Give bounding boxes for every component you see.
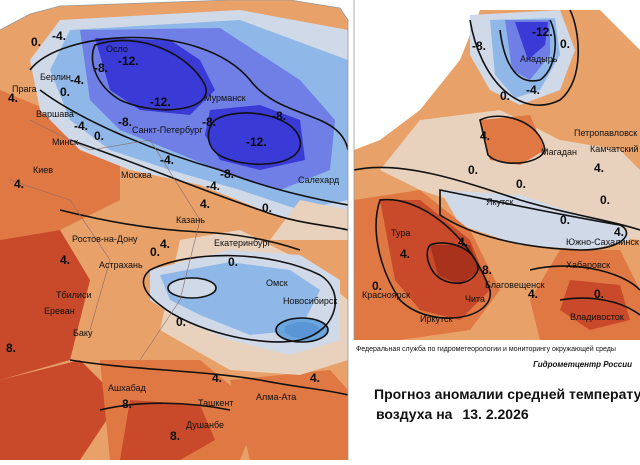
city-berlin: Берлин [40,72,71,82]
iso-label: 0. [150,245,160,259]
iso-label: -4. [160,153,174,167]
iso-label: -4. [74,119,88,133]
iso-label: 0. [176,315,186,329]
forecast-title: Прогноз аномалии средней температуры [374,386,640,402]
left-isoline-labels: -4. 0. -12. -8. -4. 0. 4. -12. -8. 0. -4… [6,29,320,443]
city-warsaw: Варшава [36,109,74,119]
iso-label: 4. [212,371,222,385]
iso-label: 0. [516,177,526,191]
city-anadyr: Анадырь [520,54,558,64]
iso-label: 0. [468,163,478,177]
iso-label: 0. [560,213,570,227]
iso-label: -8. [118,115,132,129]
city-irkutsk: Иркутск [420,314,453,324]
city-novosibirsk: Новосибирск [283,296,337,306]
right-map: Анадырь Петропавловск Магадан Камчатский… [353,0,640,340]
iso-label: 4. [594,161,604,175]
iso-label: 0. [262,201,272,215]
city-almaty: Алма-Ата [256,392,296,402]
iso-label: 0. [372,279,382,293]
city-kazan: Казань [176,215,205,225]
left-city-labels: Осло Берлин Прага Варшава Санкт-Петербур… [12,44,340,430]
iso-label: -4. [206,179,220,193]
iso-label: 4. [8,91,18,105]
iso-label: 4. [60,253,70,267]
iso-label: 0. [94,129,104,143]
iso-label: 4. [458,235,468,249]
iso-label: 8. [6,341,16,355]
city-salekhard: Салехард [298,175,340,185]
right-city-labels: Анадырь Петропавловск Магадан Камчатский… [362,54,639,324]
iso-label: -8. [94,61,108,75]
city-yekaterinburg: Екатеринбург [214,238,271,248]
iso-label: -12. [150,95,171,109]
forecast-date-line: воздуха на 13. 2.2026 [376,406,529,422]
iso-label: 0. [560,37,570,51]
iso-label: -4. [70,73,84,87]
city-dushanbe: Душанбе [186,420,224,430]
iso-label: -12. [532,25,553,39]
left-map: Осло Берлин Прага Варшава Санкт-Петербур… [0,0,349,460]
city-tura: Тура [391,228,410,238]
city-khabarovsk: Хабаровск [566,260,610,270]
city-vladivostok: Владивосток [570,312,624,322]
city-tashkent: Ташкент [198,398,233,408]
iso-label: -12. [118,54,139,68]
center-name: Гидрометцентр России [533,360,632,369]
iso-label: 4. [310,371,320,385]
city-omsk: Омск [266,278,288,288]
city-yerevan: Ереван [44,306,75,316]
iso-label: -12. [246,135,267,149]
city-yuzhno-sakhalinsk: Южно-Сахалинск [566,237,639,247]
city-st-petersburg: Санкт-Петербург [132,125,203,135]
city-prague: Прага [12,84,37,94]
city-astrakhan: Астрахань [99,260,143,270]
city-krasnoyarsk: Красноярск [362,290,410,300]
iso-label: -8. [272,109,286,123]
iso-label: 4. [528,287,538,301]
iso-label: 0. [600,193,610,207]
iso-label: 4. [614,225,624,239]
city-blagoveshchensk: Благовещенск [485,280,545,290]
city-moscow: Москва [121,170,152,180]
iso-label: 0. [31,35,41,49]
iso-label: -8. [202,115,216,129]
iso-label: 0. [594,287,604,301]
iso-label: 0. [500,89,510,103]
iso-label: 4. [160,237,170,251]
iso-label: 4. [480,129,490,143]
iso-label: -8. [472,39,486,53]
city-yakutsk: Якутск [486,197,514,207]
iso-label: 4. [400,247,410,261]
caption-panel: Федеральная служба по гидрометеорологии … [352,340,640,460]
city-minsk: Минск [52,137,78,147]
city-baku: Баку [73,328,93,338]
iso-label: 0. [228,255,238,269]
city-kamchatsky: Камчатский [590,144,638,154]
agency-text: Федеральная служба по гидрометеорологии … [356,346,616,353]
city-murmansk: Мурманск [204,93,246,103]
city-rostov: Ростов-на-Дону [72,234,138,244]
city-ashgabat: Ашхабад [108,383,147,393]
city-magadan: Магадан [541,147,577,157]
forecast-title-line2: воздуха на [376,406,453,422]
forecast-date: 13. 2.2026 [462,406,529,422]
iso-label: 0. [60,85,70,99]
iso-label: -4. [52,29,66,43]
iso-label: 4. [200,197,210,211]
city-kyiv: Киев [33,165,53,175]
iso-label: 8. [482,263,492,277]
iso-label: 8. [170,429,180,443]
iso-label: -8. [220,167,234,181]
iso-label: 4. [14,177,24,191]
right-isoline-labels: -12. -8. 0. -4. 0. 4. 4. 0. 0. 0. 4. 4. … [372,25,624,301]
iso-label: -4. [526,83,540,97]
city-oslo: Осло [106,44,128,54]
iso-label: 8. [122,397,132,411]
city-petropavlovsk: Петропавловск [574,128,637,138]
city-tbilisi: Тбилиси [56,290,92,300]
city-chita: Чита [465,294,485,304]
